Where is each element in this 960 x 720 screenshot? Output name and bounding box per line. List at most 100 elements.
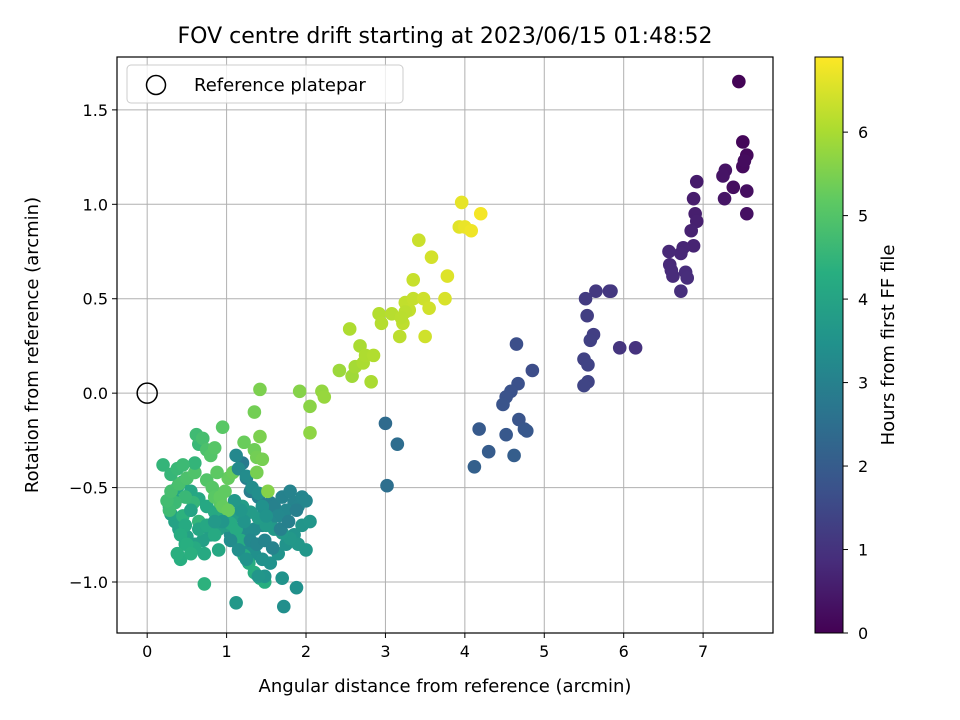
data-point xyxy=(195,431,210,446)
data-point xyxy=(716,169,730,183)
data-point xyxy=(229,448,243,463)
data-point xyxy=(604,284,618,298)
data-point xyxy=(392,329,407,344)
colorbar-tick-label: 5 xyxy=(858,207,868,226)
data-point xyxy=(261,484,275,499)
data-point xyxy=(680,271,695,285)
grid-lines xyxy=(117,57,773,633)
data-point xyxy=(739,206,754,221)
scatter-points xyxy=(156,74,754,614)
x-tick-label: 5 xyxy=(539,642,549,661)
data-point xyxy=(418,329,432,344)
data-point xyxy=(255,452,270,467)
data-point xyxy=(197,577,212,591)
data-point xyxy=(253,429,267,444)
data-point xyxy=(374,316,389,331)
colorbar-tick-label: 0 xyxy=(858,624,868,643)
data-point xyxy=(390,437,405,451)
data-point xyxy=(207,514,222,529)
data-point xyxy=(178,490,193,504)
data-point xyxy=(176,458,190,472)
y-tick-label: 1.0 xyxy=(83,195,108,214)
data-point xyxy=(732,74,746,89)
data-point xyxy=(237,435,251,450)
x-tick-label: 6 xyxy=(619,642,629,661)
legend-box xyxy=(126,64,404,104)
data-point xyxy=(438,291,452,306)
data-point xyxy=(239,469,254,484)
data-point xyxy=(342,322,357,336)
data-point xyxy=(207,441,222,455)
data-point xyxy=(578,291,593,306)
data-point xyxy=(276,599,291,614)
data-point xyxy=(253,382,267,397)
data-point xyxy=(496,397,510,412)
colorbar-tick-label: 4 xyxy=(858,290,868,309)
data-point xyxy=(674,246,688,261)
data-point xyxy=(292,384,307,399)
data-point xyxy=(411,233,426,247)
legend-open-circle-marker xyxy=(145,74,167,96)
data-point xyxy=(726,180,741,195)
data-point xyxy=(247,405,262,419)
data-point xyxy=(422,301,436,315)
data-point xyxy=(249,465,264,480)
data-point xyxy=(440,269,455,283)
data-point xyxy=(424,250,439,264)
data-point xyxy=(317,390,332,404)
data-point xyxy=(215,420,230,434)
colorbar-label: Hours from first FF file xyxy=(878,245,899,446)
data-point xyxy=(364,375,378,389)
data-point xyxy=(332,363,347,378)
data-point xyxy=(210,465,224,480)
y-tick-label: 0.5 xyxy=(83,290,108,309)
data-point xyxy=(299,494,313,508)
data-point xyxy=(612,341,627,355)
data-point xyxy=(184,546,198,561)
data-point xyxy=(509,337,524,351)
data-point xyxy=(303,399,317,414)
x-axis-label: Angular distance from reference (arcmin) xyxy=(259,676,632,697)
data-point xyxy=(406,291,421,306)
colorbar-ticks: 0 1 2 3 4 5 6 xyxy=(843,123,868,643)
x-tick-label: 3 xyxy=(380,642,390,661)
data-point xyxy=(406,273,421,287)
data-point xyxy=(188,465,202,480)
x-tick-label: 7 xyxy=(698,642,708,661)
data-point xyxy=(239,552,254,567)
legend-label: Reference platepar xyxy=(194,75,366,96)
data-point xyxy=(583,333,598,348)
data-point xyxy=(303,426,317,440)
data-point xyxy=(281,514,296,529)
data-point xyxy=(263,556,278,570)
data-point xyxy=(265,541,280,555)
data-point xyxy=(736,135,750,149)
data-point xyxy=(581,358,595,372)
data-point xyxy=(207,527,222,542)
data-point xyxy=(737,154,752,168)
y-tick-label: −1.0 xyxy=(69,573,108,592)
data-point xyxy=(577,378,591,393)
colorbar-tick-label: 1 xyxy=(858,541,868,560)
data-point xyxy=(472,422,486,436)
plot-frame xyxy=(116,56,774,634)
data-point xyxy=(221,503,235,518)
colorbar-tick-label: 6 xyxy=(858,123,868,142)
data-point xyxy=(467,460,482,474)
data-point xyxy=(223,533,238,548)
x-tick-label: 0 xyxy=(142,642,152,661)
data-point xyxy=(289,580,304,595)
data-point xyxy=(662,244,676,259)
y-tick-label: 1.5 xyxy=(83,101,108,120)
y-axis-ticks: −1.0 −0.5 0.0 0.5 1.0 1.5 xyxy=(69,101,117,592)
data-point xyxy=(394,310,409,325)
data-point xyxy=(674,284,688,298)
data-point xyxy=(289,503,304,518)
colorbar-gradient xyxy=(814,56,844,634)
data-point xyxy=(717,191,732,206)
data-point xyxy=(237,514,251,529)
colorbar-tick-label: 3 xyxy=(858,374,868,393)
legend: Reference platepar xyxy=(126,64,404,104)
data-point xyxy=(520,424,534,438)
data-point xyxy=(366,348,381,363)
